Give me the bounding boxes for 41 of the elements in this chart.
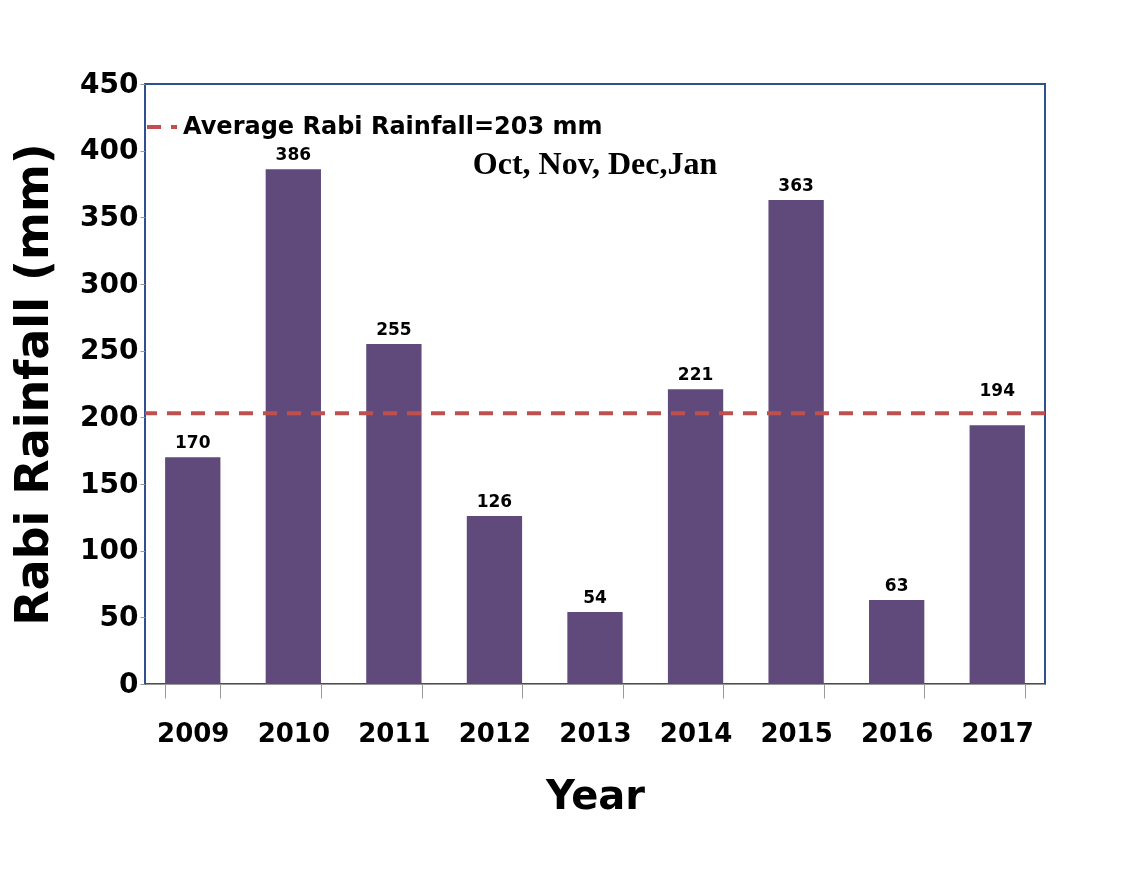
y-tick-label: 350 xyxy=(80,199,139,233)
bar xyxy=(667,389,724,684)
x-tick-label: 2017 xyxy=(961,717,1034,748)
bar xyxy=(165,457,221,684)
data-label: 386 xyxy=(275,144,312,165)
y-tick-label: 50 xyxy=(99,599,139,633)
data-label: 126 xyxy=(476,491,513,511)
x-tick-label: 2011 xyxy=(358,717,431,748)
bar xyxy=(567,612,623,684)
y-tick-label: 200 xyxy=(80,399,139,433)
bar xyxy=(265,169,321,684)
data-label: 54 xyxy=(583,587,607,607)
x-axis-title: Year xyxy=(544,771,646,818)
x-tick-label: 2012 xyxy=(458,717,532,748)
bar xyxy=(768,200,824,684)
y-tick-label: 450 xyxy=(80,66,139,100)
data-label: 255 xyxy=(376,319,412,339)
y-tick-label: 300 xyxy=(80,266,139,300)
bar xyxy=(366,344,422,684)
data-label: 170 xyxy=(175,432,211,453)
annotation: Oct, Nov, Dec,Jan xyxy=(472,145,718,181)
y-tick-label: 400 xyxy=(80,133,139,167)
bar xyxy=(969,425,1025,684)
legend-label: Average Rabi Rainfall=203 mm xyxy=(183,112,603,140)
y-tick-label: 0 xyxy=(119,666,139,700)
y-tick-label: 100 xyxy=(80,533,139,567)
x-tick-label: 2013 xyxy=(559,717,632,748)
x-tick-label: 2009 xyxy=(157,717,230,748)
data-label: 194 xyxy=(979,380,1016,401)
x-tick-label: 2010 xyxy=(257,717,331,748)
y-axis-title: Rabi Rainfall (mm) xyxy=(5,143,60,626)
x-tick-label: 2014 xyxy=(659,717,733,748)
data-label: 221 xyxy=(677,364,714,385)
y-tick-label: 250 xyxy=(80,333,139,367)
x-tick-label: 2015 xyxy=(760,717,833,748)
bar xyxy=(466,516,523,684)
bar xyxy=(869,600,925,684)
data-label: 63 xyxy=(884,575,909,595)
x-tick-label: 2016 xyxy=(860,717,934,748)
data-label: 363 xyxy=(778,175,814,195)
y-tick-label: 150 xyxy=(80,466,139,500)
